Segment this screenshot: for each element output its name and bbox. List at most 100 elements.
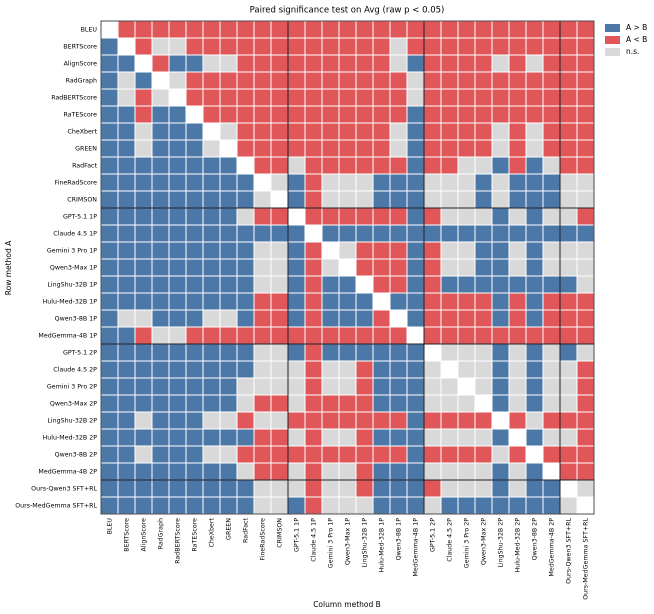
heatmap-cell	[117, 20, 136, 39]
heatmap-cell	[423, 479, 442, 498]
heatmap-cell	[576, 292, 595, 311]
heatmap-cell	[423, 190, 442, 209]
heatmap-cell	[168, 275, 187, 294]
heatmap-cell	[117, 190, 136, 209]
heatmap-cell	[559, 326, 578, 345]
heatmap-cell	[491, 479, 510, 498]
heatmap-cell	[406, 292, 425, 311]
heatmap-cell	[406, 428, 425, 447]
heatmap-cell	[151, 224, 170, 243]
x-tick-label: MedGemma-4B 2P	[549, 518, 556, 577]
heatmap-cell	[270, 411, 289, 430]
heatmap-cell	[355, 105, 374, 124]
heatmap-cell	[508, 445, 527, 464]
heatmap-cell	[372, 71, 391, 90]
heatmap-cell	[440, 241, 459, 260]
heatmap-cell	[168, 394, 187, 413]
heatmap-cell	[559, 445, 578, 464]
y-tick-label: Qwen3-8B 1P	[55, 316, 98, 323]
heatmap-cell	[202, 326, 221, 345]
heatmap-cell	[134, 173, 153, 192]
heatmap-cell	[287, 173, 306, 192]
heatmap-cell	[542, 360, 561, 379]
heatmap-cell	[389, 122, 408, 141]
heatmap-cell	[338, 479, 357, 498]
heatmap-cell	[559, 122, 578, 141]
heatmap-cell	[151, 377, 170, 396]
legend-swatch	[605, 48, 620, 56]
heatmap-cell	[542, 241, 561, 260]
heatmap-cell	[491, 343, 510, 362]
heatmap-cell	[355, 377, 374, 396]
heatmap-cell	[559, 105, 578, 124]
heatmap-cell	[440, 326, 459, 345]
heatmap-cell	[423, 224, 442, 243]
heatmap-cell	[372, 479, 391, 498]
heatmap-cell	[117, 122, 136, 141]
heatmap-cell	[287, 224, 306, 243]
heatmap-cell	[542, 377, 561, 396]
y-tick-label: Gemini 3 Pro 2P	[47, 384, 97, 391]
heatmap-cell	[287, 326, 306, 345]
heatmap-cell	[338, 88, 357, 107]
heatmap-cell	[372, 190, 391, 209]
heatmap-cell	[491, 139, 510, 158]
heatmap-cell	[134, 428, 153, 447]
heatmap-cell	[440, 71, 459, 90]
heatmap-cell	[491, 292, 510, 311]
heatmap-cell	[321, 105, 340, 124]
heatmap-cell	[542, 122, 561, 141]
heatmap-cell	[219, 394, 238, 413]
heatmap-cell	[508, 292, 527, 311]
heatmap-cell	[236, 479, 255, 498]
heatmap-cell	[202, 377, 221, 396]
heatmap-cell	[355, 122, 374, 141]
heatmap-cell	[440, 88, 459, 107]
heatmap-cell	[372, 241, 391, 260]
heatmap-cell	[270, 309, 289, 328]
heatmap-cell	[304, 241, 323, 260]
heatmap-cell	[100, 105, 119, 124]
heatmap-cell	[287, 309, 306, 328]
heatmap-cell	[457, 105, 476, 124]
heatmap-cell	[168, 156, 187, 175]
x-tick-label: Qwen3-8B 2P	[532, 518, 539, 561]
heatmap-cell	[372, 343, 391, 362]
heatmap-cell	[389, 292, 408, 311]
heatmap-cell	[474, 496, 493, 515]
heatmap-cell	[542, 394, 561, 413]
heatmap-cell	[355, 190, 374, 209]
heatmap-cell	[185, 292, 204, 311]
heatmap-cell	[253, 496, 272, 515]
heatmap-cell	[457, 190, 476, 209]
heatmap-cell	[389, 258, 408, 277]
heatmap-cell	[236, 428, 255, 447]
heatmap-cell	[508, 462, 527, 481]
heatmap-cell	[372, 224, 391, 243]
heatmap-cell	[117, 445, 136, 464]
heatmap-cell	[542, 37, 561, 56]
heatmap-cell	[508, 377, 527, 396]
heatmap-cell	[253, 292, 272, 311]
heatmap-cell	[542, 326, 561, 345]
heatmap-cell	[253, 54, 272, 73]
heatmap-cell	[202, 462, 221, 481]
heatmap-cell	[457, 20, 476, 39]
heatmap-cell	[525, 326, 544, 345]
heatmap-cell	[321, 156, 340, 175]
heatmap-cell	[525, 88, 544, 107]
heatmap-cell	[559, 360, 578, 379]
heatmap-cell	[457, 37, 476, 56]
heatmap-cell	[372, 326, 391, 345]
heatmap-cell	[270, 224, 289, 243]
heatmap-cell	[185, 479, 204, 498]
heatmap-cell	[151, 156, 170, 175]
heatmap-cell	[253, 411, 272, 430]
heatmap-cell	[440, 139, 459, 158]
heatmap-cell	[236, 173, 255, 192]
heatmap-cell	[185, 275, 204, 294]
heatmap-cell	[168, 258, 187, 277]
heatmap-cell	[423, 326, 442, 345]
heatmap-cell	[423, 122, 442, 141]
heatmap-cell	[134, 360, 153, 379]
